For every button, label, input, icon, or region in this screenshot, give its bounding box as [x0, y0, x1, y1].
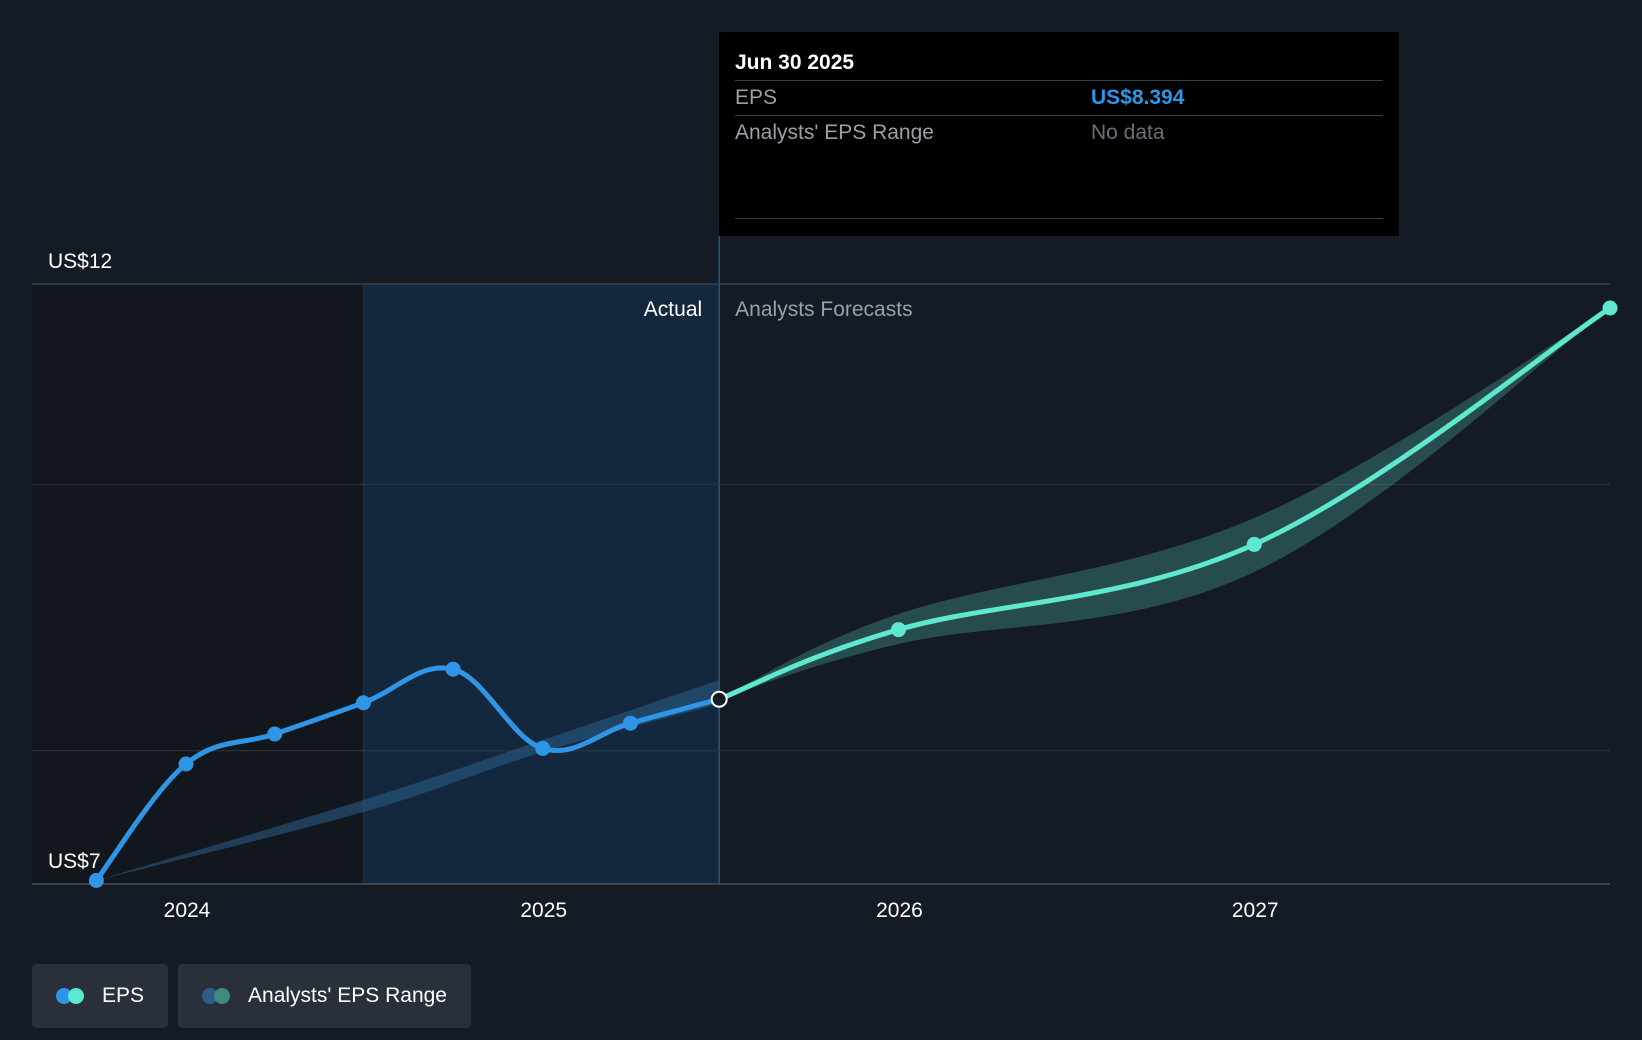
eps-range-band-forecast — [719, 308, 1611, 700]
legend-label-range: Analysts' EPS Range — [248, 984, 447, 1007]
legend: EPS Analysts' EPS Range — [32, 964, 471, 1028]
x-tick-label: 2025 — [520, 899, 567, 922]
tooltip-range-label: Analysts' EPS Range — [735, 121, 934, 144]
eps-forecast-line — [716, 305, 1613, 702]
tooltip-eps-label: EPS — [735, 86, 778, 109]
highlighted-point — [710, 690, 728, 708]
past-background — [32, 284, 364, 884]
actual-label: Actual — [644, 298, 702, 321]
legend-label-eps: EPS — [102, 984, 145, 1007]
eps-point — [178, 756, 194, 772]
x-tick-label: 2026 — [876, 899, 923, 922]
tooltip-eps-value: US$8.394 — [1091, 86, 1185, 109]
legend-item-range[interactable]: Analysts' EPS Range — [178, 964, 471, 1028]
tooltip-divider — [735, 218, 1383, 219]
tooltip-range-row: Analysts' EPS Range No data — [735, 116, 1383, 150]
range-legend-icon — [202, 988, 232, 1004]
eps-point — [535, 740, 551, 756]
eps-forecast-point — [891, 622, 907, 638]
eps-point — [445, 661, 461, 677]
eps-forecast-point — [1602, 300, 1618, 316]
x-tick-label: 2027 — [1232, 899, 1279, 922]
eps-forecast-point — [1246, 536, 1262, 552]
eps-point — [355, 695, 371, 711]
eps-point — [88, 872, 104, 888]
forecast-label: Analysts Forecasts — [735, 298, 912, 321]
y-label-top: US$12 — [48, 250, 112, 273]
eps-legend-icon — [56, 988, 86, 1004]
eps-dot-forecast — [68, 988, 84, 1004]
legend-item-eps[interactable]: EPS — [32, 964, 169, 1028]
range-dot-forecast — [214, 988, 231, 1004]
eps-point — [267, 726, 283, 742]
tooltip-eps-row: EPS US$8.394 — [735, 81, 1383, 116]
tooltip-date: Jun 30 2025 — [735, 46, 1383, 81]
tooltip-range-value: No data — [1091, 121, 1165, 144]
y-label-bottom: US$7 — [48, 850, 101, 873]
eps-point — [622, 715, 638, 731]
tooltip: Jun 30 2025 EPS US$8.394 Analysts' EPS R… — [719, 32, 1399, 236]
x-tick-label: 2024 — [164, 899, 211, 922]
